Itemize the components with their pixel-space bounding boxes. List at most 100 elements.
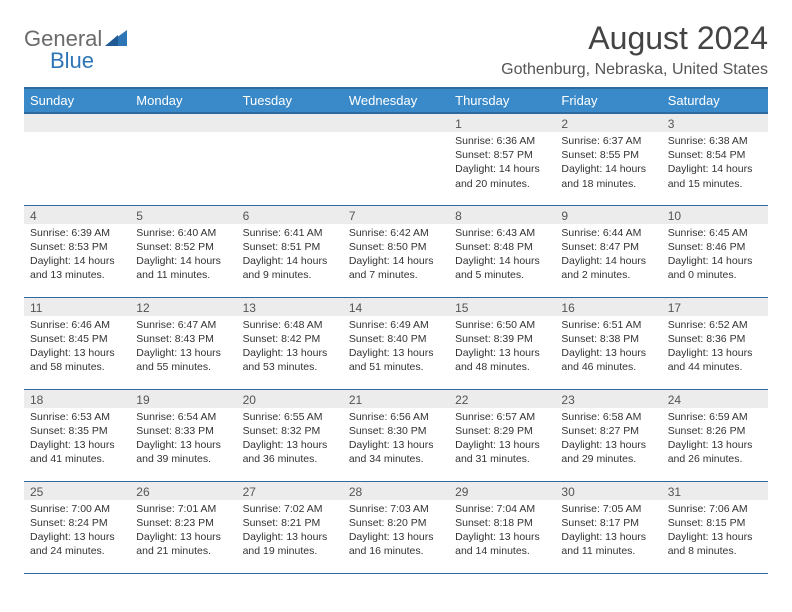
day-number: 28: [343, 482, 449, 500]
calendar-cell: 28Sunrise: 7:03 AMSunset: 8:20 PMDayligh…: [343, 481, 449, 573]
sunset-line: Sunset: 8:38 PM: [561, 332, 655, 346]
daylight-line: Daylight: 13 hours and 26 minutes.: [668, 438, 762, 466]
calendar-cell: [24, 113, 130, 205]
day-header: Thursday: [449, 88, 555, 113]
sunrise-line: Sunrise: 6:46 AM: [30, 318, 124, 332]
day-header: Saturday: [662, 88, 768, 113]
day-number: [237, 114, 343, 132]
sunrise-line: Sunrise: 6:59 AM: [668, 410, 762, 424]
sunrise-line: Sunrise: 7:00 AM: [30, 502, 124, 516]
calendar-cell: 29 Sunrise: 7:04 AMSunset: 8:18 PMDayligh…: [449, 481, 555, 573]
sunset-line: Sunset: 8:53 PM: [30, 240, 124, 254]
day-number: 4: [24, 206, 130, 224]
sunrise-line: Sunrise: 7:01 AM: [136, 502, 230, 516]
daylight-line: Daylight: 13 hours and 58 minutes.: [30, 346, 124, 374]
sunset-line: Sunset: 8:33 PM: [136, 424, 230, 438]
daylight-line: Daylight: 13 hours and 46 minutes.: [561, 346, 655, 374]
cell-body: Sunrise: 6:47 AMSunset: 8:43 PMDaylight:…: [130, 316, 236, 379]
calendar-head: SundayMondayTuesdayWednesdayThursdayFrid…: [24, 88, 768, 113]
day-number: 27: [237, 482, 343, 500]
sunset-line: Sunset: 8:51 PM: [243, 240, 337, 254]
day-number: [130, 114, 236, 132]
calendar-cell: 19Sunrise: 6:54 AMSunset: 8:33 PMDayligh…: [130, 389, 236, 481]
day-number: 10: [662, 206, 768, 224]
cell-body: Sunrise: 6:50 AMSunset: 8:39 PMDaylight:…: [449, 316, 555, 379]
sunset-line: Sunset: 8:29 PM: [455, 424, 549, 438]
day-number: 5: [130, 206, 236, 224]
sunrise-line: Sunrise: 6:57 AM: [455, 410, 549, 424]
sunrise-line: Sunrise: 7:03 AM: [349, 502, 443, 516]
sunset-line: Sunset: 8:52 PM: [136, 240, 230, 254]
daylight-line: Daylight: 13 hours and 48 minutes.: [455, 346, 549, 374]
daylight-line: Daylight: 14 hours and 11 minutes.: [136, 254, 230, 282]
day-number: 2: [555, 114, 661, 132]
sunrise-line: Sunrise: 7:04 AM: [455, 502, 549, 516]
cell-body: Sunrise: 7:06 AMSunset: 8:15 PMDaylight:…: [662, 500, 768, 563]
brand-triangle-icon: [105, 26, 127, 52]
daylight-line: Daylight: 13 hours and 53 minutes.: [243, 346, 337, 374]
sunset-line: Sunset: 8:21 PM: [243, 516, 337, 530]
daylight-line: Daylight: 14 hours and 5 minutes.: [455, 254, 549, 282]
sunset-line: Sunset: 8:15 PM: [668, 516, 762, 530]
calendar-cell: 30Sunrise: 7:05 AMSunset: 8:17 PMDayligh…: [555, 481, 661, 573]
sunset-line: Sunset: 8:23 PM: [136, 516, 230, 530]
sunrise-line: Sunrise: 6:37 AM: [561, 134, 655, 148]
cell-body: Sunrise: 6:45 AMSunset: 8:46 PMDaylight:…: [662, 224, 768, 287]
cell-body: Sunrise: 6:42 AMSunset: 8:50 PMDaylight:…: [343, 224, 449, 287]
day-number: 9: [555, 206, 661, 224]
sunset-line: Sunset: 8:18 PM: [455, 516, 549, 530]
sunset-line: Sunset: 8:30 PM: [349, 424, 443, 438]
day-number: 26: [130, 482, 236, 500]
calendar-cell: 7Sunrise: 6:42 AMSunset: 8:50 PMDaylight…: [343, 205, 449, 297]
cell-body: Sunrise: 6:40 AMSunset: 8:52 PMDaylight:…: [130, 224, 236, 287]
sunrise-line: Sunrise: 6:42 AM: [349, 226, 443, 240]
sunrise-line: Sunrise: 6:44 AM: [561, 226, 655, 240]
daylight-line: Daylight: 14 hours and 7 minutes.: [349, 254, 443, 282]
day-number: 23: [555, 390, 661, 408]
calendar-cell: 3Sunrise: 6:38 AMSunset: 8:54 PMDaylight…: [662, 113, 768, 205]
day-number: 16: [555, 298, 661, 316]
day-number: 14: [343, 298, 449, 316]
sunrise-line: Sunrise: 6:43 AM: [455, 226, 549, 240]
day-number: 20: [237, 390, 343, 408]
calendar-cell: 15Sunrise: 6:50 AMSunset: 8:39 PMDayligh…: [449, 297, 555, 389]
sunrise-line: Sunrise: 6:54 AM: [136, 410, 230, 424]
daylight-line: Daylight: 13 hours and 41 minutes.: [30, 438, 124, 466]
sunrise-line: Sunrise: 6:52 AM: [668, 318, 762, 332]
day-number: 29: [449, 482, 555, 500]
cell-body: Sunrise: 7:01 AMSunset: 8:23 PMDaylight:…: [130, 500, 236, 563]
sunrise-line: Sunrise: 6:51 AM: [561, 318, 655, 332]
cell-body: Sunrise: 7:05 AMSunset: 8:17 PMDaylight:…: [555, 500, 661, 563]
cell-body: Sunrise: 6:53 AMSunset: 8:35 PMDaylight:…: [24, 408, 130, 471]
sunrise-line: Sunrise: 6:41 AM: [243, 226, 337, 240]
calendar-cell: 22Sunrise: 6:57 AMSunset: 8:29 PMDayligh…: [449, 389, 555, 481]
day-number: 30: [555, 482, 661, 500]
cell-body: Sunrise: 7:02 AMSunset: 8:21 PMDaylight:…: [237, 500, 343, 563]
daylight-line: Daylight: 13 hours and 29 minutes.: [561, 438, 655, 466]
calendar-body: 1Sunrise: 6:36 AMSunset: 8:57 PMDaylight…: [24, 113, 768, 573]
sunset-line: Sunset: 8:54 PM: [668, 148, 762, 162]
sunset-line: Sunset: 8:40 PM: [349, 332, 443, 346]
cell-body: Sunrise: 6:52 AMSunset: 8:36 PMDaylight:…: [662, 316, 768, 379]
day-header: Monday: [130, 88, 236, 113]
cell-body: Sunrise: 6:36 AMSunset: 8:57 PMDaylight:…: [449, 132, 555, 195]
calendar-cell: 20Sunrise: 6:55 AMSunset: 8:32 PMDayligh…: [237, 389, 343, 481]
daylight-line: Daylight: 13 hours and 16 minutes.: [349, 530, 443, 558]
cell-body: Sunrise: 6:56 AMSunset: 8:30 PMDaylight:…: [343, 408, 449, 471]
title-block: August 2024 Gothenburg, Nebraska, United…: [501, 20, 768, 79]
calendar-cell: 10Sunrise: 6:45 AMSunset: 8:46 PMDayligh…: [662, 205, 768, 297]
daylight-line: Daylight: 13 hours and 34 minutes.: [349, 438, 443, 466]
sunrise-line: Sunrise: 6:45 AM: [668, 226, 762, 240]
sunset-line: Sunset: 8:27 PM: [561, 424, 655, 438]
day-number: 17: [662, 298, 768, 316]
day-header: Sunday: [24, 88, 130, 113]
day-header: Friday: [555, 88, 661, 113]
daylight-line: Daylight: 13 hours and 14 minutes.: [455, 530, 549, 558]
sunset-line: Sunset: 8:50 PM: [349, 240, 443, 254]
cell-body: Sunrise: 6:37 AMSunset: 8:55 PMDaylight:…: [555, 132, 661, 195]
sunset-line: Sunset: 8:55 PM: [561, 148, 655, 162]
sunrise-line: Sunrise: 6:55 AM: [243, 410, 337, 424]
daylight-line: Daylight: 14 hours and 0 minutes.: [668, 254, 762, 282]
calendar-cell: 5Sunrise: 6:40 AMSunset: 8:52 PMDaylight…: [130, 205, 236, 297]
cell-body: Sunrise: 7:03 AMSunset: 8:20 PMDaylight:…: [343, 500, 449, 563]
